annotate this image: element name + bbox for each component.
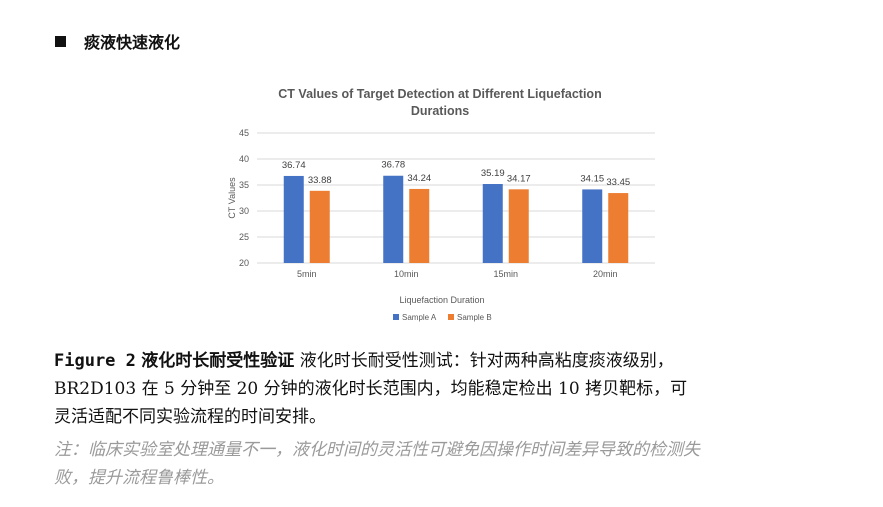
data-label: 36.78 — [381, 160, 405, 171]
bar-sample-b — [608, 193, 629, 263]
y-tick-label: 20 — [239, 258, 249, 268]
bar-sample-b — [309, 190, 330, 263]
black-square-icon — [55, 35, 66, 47]
data-label: 34.17 — [507, 173, 531, 184]
chart-title-line-1: CT Values of Target Detection at Differe… — [278, 87, 601, 101]
bar-sample-a — [383, 175, 404, 263]
x-tick-label: 15min — [493, 269, 518, 279]
data-label: 33.45 — [606, 177, 630, 188]
x-axis-label: Liquefaction Duration — [399, 295, 484, 305]
chart-svg: CT Values of Target Detection at Differe… — [227, 87, 655, 322]
y-tick-label: 35 — [239, 180, 249, 190]
caption-body-line-1: 液化时长耐受性测试：针对两种高粘度痰液级别， — [299, 351, 674, 371]
data-label: 35.19 — [481, 168, 505, 179]
data-label: 34.15 — [580, 173, 604, 184]
figure-title: 液化时长耐受性验证 — [141, 351, 295, 371]
footnote-line-2: 败，提升流程鲁棒性。 — [54, 468, 224, 488]
x-tick-label: 10min — [394, 269, 419, 279]
section-heading: 痰液快速液化 — [55, 29, 180, 53]
data-label: 36.74 — [282, 160, 306, 171]
x-tick-label: 20min — [593, 269, 618, 279]
y-tick-label: 40 — [239, 154, 249, 164]
legend-label: Sample A — [402, 313, 437, 322]
caption-body-line-2: BR2D103 在 5 分钟至 20 分钟的液化时长范围内，均能稳定检出 10 … — [54, 379, 688, 399]
legend-swatch — [448, 314, 454, 320]
y-tick-label: 45 — [239, 128, 249, 138]
section-heading-text: 痰液快速液化 — [84, 33, 181, 52]
caption-body-line-3: 灵活适配不同实验流程的时间安排。 — [54, 407, 326, 427]
bar-sample-b — [409, 188, 430, 263]
data-label: 34.24 — [407, 173, 431, 184]
legend-swatch — [393, 314, 399, 320]
footnote: 注：临床实验室处理通量不一，液化时间的灵活性可避免因操作时间差异导致的检测失 败… — [54, 436, 854, 492]
data-label: 33.88 — [308, 175, 332, 186]
footnote-line-1: 注：临床实验室处理通量不一，液化时间的灵活性可避免因操作时间差异导致的检测失 — [54, 440, 700, 460]
chart-title-line-2: Durations — [411, 104, 469, 118]
bar-sample-a — [482, 184, 503, 263]
bar-sample-b — [508, 189, 529, 263]
y-tick-label: 30 — [239, 206, 249, 216]
x-tick-label: 5min — [297, 269, 317, 279]
bar-sample-a — [283, 175, 304, 263]
figure-label: Figure 2 — [54, 351, 136, 371]
bar-sample-a — [582, 189, 603, 263]
figure-caption: Figure 2 液化时长耐受性验证 液化时长耐受性测试：针对两种高粘度痰液级别… — [54, 347, 854, 431]
bar-chart: CT Values of Target Detection at Differe… — [215, 78, 670, 328]
y-axis-label: CT Values — [227, 177, 237, 219]
legend-label: Sample B — [457, 313, 492, 322]
y-tick-label: 25 — [239, 232, 249, 242]
